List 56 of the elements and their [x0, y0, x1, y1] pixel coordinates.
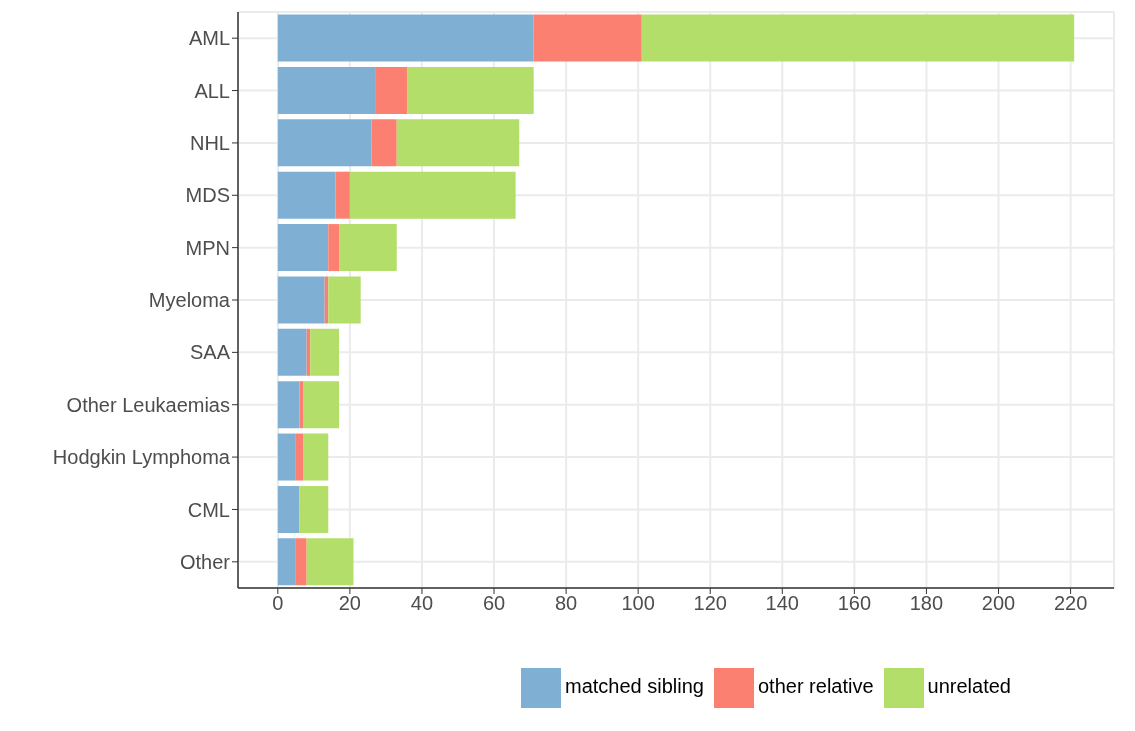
x-tick-label: 20	[338, 592, 362, 615]
x-tick-label: 200	[981, 592, 1016, 615]
x-tick-label: 120	[693, 592, 727, 615]
bar	[295, 433, 304, 481]
y-tick-label: ALL	[194, 79, 230, 102]
bar	[299, 485, 329, 533]
bar	[310, 328, 340, 376]
y-tick-label: NHL	[189, 132, 230, 155]
bar	[277, 224, 329, 272]
bar	[295, 538, 307, 586]
bar	[277, 14, 534, 62]
x-tick-label: 40	[410, 592, 434, 615]
bar	[328, 224, 340, 272]
x-tick-label: 180	[909, 592, 944, 615]
x-tick-label: 160	[837, 592, 872, 615]
y-tick-label: CML	[187, 498, 230, 521]
y-tick-label: Other Leukaemias	[66, 393, 230, 416]
bar	[277, 433, 296, 481]
bar	[303, 433, 329, 481]
bar	[533, 14, 642, 62]
y-tick-label: AML	[188, 27, 230, 50]
bar	[407, 66, 534, 114]
legend-label: other relative	[757, 675, 874, 698]
bar	[277, 538, 296, 586]
x-tick-label: 220	[1053, 592, 1088, 615]
x-tick-label: 100	[621, 592, 655, 615]
legend-label: unrelated	[927, 675, 1011, 698]
bar	[349, 171, 516, 219]
y-tick-label: SAA	[189, 341, 231, 364]
bar	[277, 381, 300, 429]
bar	[641, 14, 1075, 62]
legend-label: matched sibling	[565, 675, 704, 698]
bar	[335, 171, 350, 219]
y-tick-label: MDS	[185, 184, 230, 207]
bar	[371, 119, 397, 167]
y-tick-label: Other	[179, 550, 231, 573]
x-tick-label: 140	[765, 592, 799, 615]
bar	[277, 276, 325, 324]
bar	[277, 66, 376, 114]
bar	[277, 119, 372, 167]
bar	[303, 381, 340, 429]
y-tick-label: MPN	[185, 236, 230, 259]
bar	[277, 328, 307, 376]
x-tick-label: 80	[554, 592, 578, 615]
bar	[328, 276, 361, 324]
bar	[375, 66, 408, 114]
bar	[299, 381, 304, 429]
y-tick-label: Hodgkin Lymphoma	[52, 446, 231, 469]
bar	[306, 538, 354, 586]
x-tick-label: 0	[272, 592, 284, 615]
x-tick-label: 60	[482, 592, 506, 615]
bar	[277, 171, 336, 219]
y-tick-label: Myeloma	[148, 289, 231, 312]
bar	[277, 485, 300, 533]
bar	[396, 119, 520, 167]
bar	[339, 224, 397, 272]
